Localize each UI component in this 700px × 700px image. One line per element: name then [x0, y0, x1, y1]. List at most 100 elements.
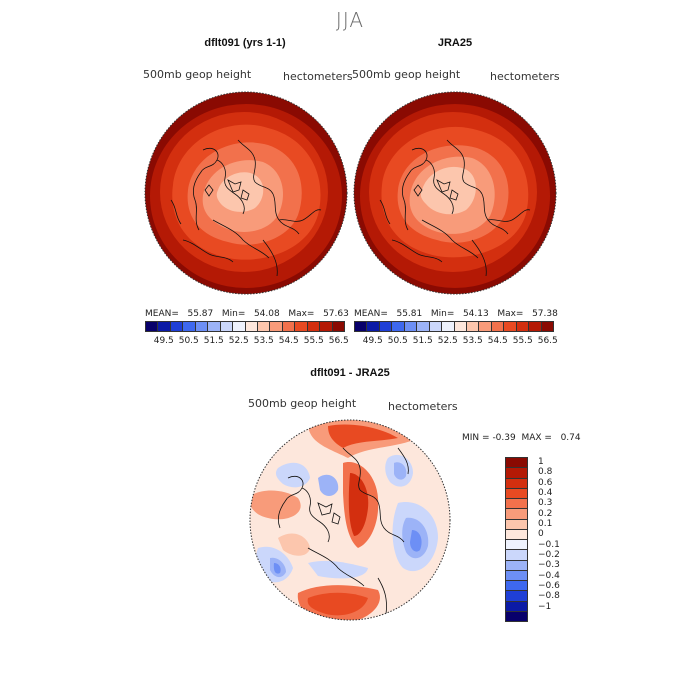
colorbar-tick-label: 53.5 [253, 336, 274, 346]
colorbar-swatch [442, 322, 455, 331]
colorbar-tick-label: 52.5 [437, 336, 458, 346]
colorbar-swatch [417, 322, 430, 331]
colorbar-tick-label: 0.1 [538, 519, 553, 530]
colorbar-swatch [506, 581, 527, 592]
colorbar-tick-label: 0.2 [538, 508, 553, 519]
colorbar-swatch [379, 322, 393, 331]
colorbar-tick-label: 0.3 [538, 498, 553, 509]
colorbar-tick-label: 51.5 [203, 336, 224, 346]
colorbar-tick-label: 0.4 [538, 488, 553, 499]
colorbar-swatch [491, 322, 505, 331]
colorbar-swatch [170, 322, 184, 331]
colorbar-swatch [506, 478, 527, 489]
colorbar-tick-label: −0.8 [538, 591, 560, 602]
colorbar-swatch [506, 611, 527, 621]
colorbar-tick-label: 0.6 [538, 477, 553, 488]
colorbar-swatch [466, 322, 480, 331]
colorbar-swatch [404, 322, 418, 331]
diff-stats: MIN = -0.39 MAX = 0.74 [462, 433, 581, 443]
panel-title-model: dflt091 (yrs 1-1) [204, 37, 286, 49]
colorbar-tick-label: 49.5 [362, 336, 383, 346]
colorbar-swatch [506, 509, 527, 520]
colorbar-tick-label: 53.5 [462, 336, 483, 346]
panel-model-units-label: hectometers [283, 70, 353, 83]
colorbar-swatch [506, 529, 527, 540]
colorbar-difference [505, 457, 528, 622]
colorbar-swatch [506, 601, 527, 612]
colorbar-tick-label: 0.8 [538, 467, 553, 478]
colorbar-tick-label: 55.5 [303, 336, 324, 346]
colorbar-tick-label: −0.2 [538, 549, 560, 560]
colorbar-swatch [454, 322, 467, 331]
colorbar-reanalysis [354, 321, 554, 332]
colorbar-tick-label: −0.3 [538, 560, 560, 571]
panel-reanalysis-variable-label: 500mb geop height [352, 68, 461, 81]
colorbar-tick-label: −0.6 [538, 580, 560, 591]
colorbar-tick-label: 56.5 [537, 336, 558, 346]
colorbar-swatch [146, 322, 159, 331]
colorbar-swatch [541, 322, 553, 331]
colorbar-swatch [479, 322, 492, 331]
colorbar-swatch [506, 560, 527, 571]
colorbar-swatch [233, 322, 246, 331]
colorbar-swatch [220, 322, 234, 331]
colorbar-swatch [506, 570, 527, 581]
colorbar-swatch [506, 458, 527, 469]
diff-units-label: hectometers [388, 400, 458, 413]
colorbar-model [145, 321, 345, 332]
colorbar-tick-label: 52.5 [228, 336, 249, 346]
colorbar-tick-label: 50.5 [387, 336, 408, 346]
colorbar-swatch [158, 322, 171, 331]
colorbar-swatch [295, 322, 308, 331]
colorbar-tick-label: 54.5 [487, 336, 508, 346]
colorbar-tick-label: −1 [538, 601, 552, 612]
colorbar-tick-label: 55.5 [512, 336, 533, 346]
season-title: JJA [335, 8, 365, 32]
colorbar-swatch [529, 322, 542, 331]
colorbar-swatch [183, 322, 196, 331]
colorbar-swatch [332, 322, 344, 331]
colorbar-model-labels: 49.5 50.5 51.5 52.5 53.5 54.5 55.5 56.5 [145, 336, 349, 348]
colorbar-swatch [506, 591, 527, 602]
colorbar-swatch [367, 322, 380, 331]
colorbar-tick-label: 1 [538, 457, 544, 468]
panel-title-reanalysis: JRA25 [437, 37, 473, 49]
colorbar-swatch [506, 499, 527, 510]
colorbar-swatch [506, 468, 527, 479]
colorbar-tick-label: 0 [538, 529, 544, 540]
colorbar-swatch [282, 322, 296, 331]
diff-panel-title: dflt091 - JRA25 [310, 367, 390, 379]
colorbar-swatch [429, 322, 443, 331]
colorbar-tick-label: 54.5 [278, 336, 299, 346]
colorbar-swatch [270, 322, 283, 331]
colorbar-swatch [307, 322, 321, 331]
colorbar-swatch [355, 322, 368, 331]
colorbar-swatch [208, 322, 221, 331]
map-reanalysis [353, 91, 557, 295]
colorbar-swatch [245, 322, 258, 331]
map-difference [249, 419, 451, 621]
panel-reanalysis-units-label: hectometers [490, 70, 560, 83]
panel-reanalysis-stats: MEAN= 55.81 Min= 54.13 Max= 57.38 [354, 309, 558, 319]
colorbar-difference-labels: 1 0.8 0.6 0.4 0.3 0.2 0.1 0 −0.1 −0.2 −0.3 −0.4 −0.6… [538, 457, 578, 622]
colorbar-swatch [506, 519, 527, 530]
colorbar-swatch [516, 322, 530, 331]
diff-variable-label: 500mb geop height [248, 397, 357, 410]
map-model [144, 91, 348, 295]
colorbar-tick-label: 50.5 [178, 336, 199, 346]
colorbar-swatch [504, 322, 517, 331]
colorbar-swatch [320, 322, 333, 331]
panel-model-stats: MEAN= 55.87 Min= 54.08 Max= 57.63 [145, 309, 349, 319]
colorbar-swatch [392, 322, 405, 331]
colorbar-tick-label: −0.4 [538, 570, 560, 581]
colorbar-tick-label: 51.5 [412, 336, 433, 346]
colorbar-tick-label: 49.5 [153, 336, 174, 346]
colorbar-reanalysis-labels: 49.5 50.5 51.5 52.5 53.5 54.5 55.5 56.5 [354, 336, 558, 348]
colorbar-swatch [506, 550, 527, 561]
panel-model-variable-label: 500mb geop height [143, 68, 252, 81]
colorbar-swatch [257, 322, 271, 331]
colorbar-tick-label: −0.1 [538, 539, 560, 550]
colorbar-swatch [506, 540, 527, 551]
colorbar-tick-label: 56.5 [328, 336, 349, 346]
colorbar-swatch [195, 322, 209, 331]
